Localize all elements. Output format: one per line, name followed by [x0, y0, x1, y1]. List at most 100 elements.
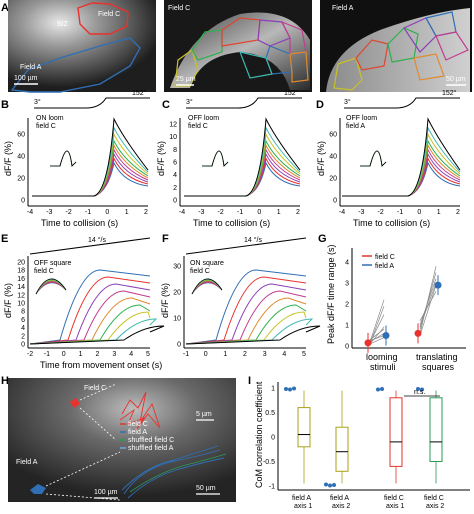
- c-ytick: 6: [173, 160, 177, 167]
- loom-inset-trace: [360, 150, 387, 167]
- panel-c-label-2: field C: [188, 123, 208, 130]
- d-xtick: -2: [378, 209, 384, 216]
- e-ytick: 20: [17, 260, 25, 267]
- paired-line-translating: [419, 282, 437, 328]
- e-ytick: 6: [21, 317, 25, 324]
- paired-line-looming: [369, 333, 385, 343]
- h-field-c-com-cluster: [70, 398, 80, 408]
- panel-i-yticks: 1 0.5 0 -0.5 -1: [263, 386, 275, 491]
- e-ytick: 14: [17, 284, 25, 291]
- overview-field-c-label: Field C: [98, 11, 120, 18]
- loom-start-angle-d: 3°: [344, 98, 351, 106]
- loom-inset-trace: [50, 150, 77, 167]
- field-a-correlation-point: [380, 386, 384, 391]
- i-cat-2-a: field A: [330, 495, 349, 502]
- e-ytick: 4: [21, 325, 25, 332]
- translation-response-trace: [185, 283, 307, 345]
- e-xtick: 0: [62, 351, 66, 358]
- d-ytick: 40: [329, 154, 337, 161]
- translation-stimulus-profile-e: [29, 237, 151, 255]
- h-legend: field C field A shuffled field C shuffle…: [120, 421, 174, 452]
- i-cat-1-b: axis 1: [294, 503, 312, 510]
- panel-c-label-1: OFF loom: [188, 115, 219, 122]
- loom-inset-trace: [202, 150, 229, 167]
- b-xtick: -4: [27, 209, 33, 216]
- loom-inset-trace: [202, 150, 229, 167]
- overview-micrograph: [8, 0, 156, 92]
- field-a-correlation-point: [328, 483, 332, 488]
- g-cat-looming-1: looming: [366, 352, 398, 362]
- i-cat-4-a: field C: [424, 495, 444, 502]
- loom-start-angle-b: 3°: [34, 98, 41, 106]
- paired-line-looming: [369, 337, 385, 345]
- b-xtick: -3: [46, 209, 52, 216]
- translation-response-trace: [185, 304, 307, 345]
- panel-e-speed: 14 °/s: [88, 236, 106, 244]
- panel-c-traces: [184, 117, 301, 197]
- field-a-correlation-point: [292, 386, 296, 391]
- panel-letter-i: I: [248, 375, 251, 387]
- translation-response-trace: [185, 325, 321, 345]
- panel-b: B 3° 152° ON loom field C -4 -3 -2 -1 0 …: [1, 89, 150, 228]
- panel-i: I 1 0.5 0 -0.5 -1 CoM correlation coeffi…: [248, 375, 470, 510]
- panel-b-yticks: 0 20 40 60: [17, 132, 25, 205]
- panel-f-speed: 14 °/s: [244, 236, 262, 244]
- f-xtick: 1: [223, 351, 227, 358]
- panel-letter-d: D: [316, 99, 324, 111]
- loom-response-trace: [184, 139, 301, 197]
- h-scale-5um-label: 5 µm: [196, 411, 212, 418]
- panel-e-yticks: 0 2 4 6 8 10 12 14 16 18 20: [17, 260, 25, 349]
- h-field-a-com-cluster: [30, 484, 46, 494]
- loom-end-angle-d: 152°: [442, 89, 457, 97]
- e-xtick: 1: [79, 351, 83, 358]
- overview-field-a-label: Field A: [20, 64, 42, 71]
- panel-e-traces: [29, 269, 165, 345]
- field-c-scale-label: 25 µm: [176, 76, 196, 83]
- f-ytick: 0: [177, 342, 181, 349]
- panel-f-label-2: field C: [190, 268, 210, 275]
- d-ytick: 20: [329, 176, 337, 183]
- panel-i-data: [284, 386, 443, 488]
- d-ytick: 0: [333, 198, 337, 205]
- h-shuffled-trajectory: [129, 453, 227, 493]
- i-cat-1-a: field A: [292, 495, 311, 502]
- e-ytick: 8: [21, 309, 25, 316]
- c-ytick: 2: [173, 185, 177, 192]
- translation-stimulus-profile-f: [185, 237, 307, 255]
- panel-g-yticks: 0 1 2 3 4: [345, 260, 349, 351]
- translation-response-trace: [185, 269, 307, 345]
- loom-inset-trace: [360, 150, 387, 167]
- overview-scale-label: 100 µm: [14, 75, 38, 82]
- e-xtick: -1: [44, 351, 50, 358]
- f-xtick: 3: [263, 351, 267, 358]
- loom-response-trace: [32, 139, 149, 197]
- image-overview: SIZ Field C Field A 100 µm: [8, 0, 156, 93]
- f-xtick: 4: [282, 351, 286, 358]
- e-ytick: 16: [17, 276, 25, 283]
- h-scale-50um-label: 50 µm: [196, 485, 216, 492]
- siz-label: SIZ: [57, 21, 69, 28]
- loom-response-trace: [184, 132, 301, 197]
- loom-inset-trace: [50, 150, 77, 167]
- panel-c-yticks: 0 2 4 6 8 10 12: [169, 122, 177, 205]
- loom-inset-trace: [50, 150, 77, 167]
- loom-inset-trace: [360, 150, 387, 167]
- loom-stimulus-profile-b: [34, 97, 150, 109]
- e-xtick: 4: [129, 351, 133, 358]
- legend-field-a: field A: [375, 263, 394, 270]
- box-plot: [297, 407, 311, 448]
- c-ytick: 12: [169, 122, 177, 129]
- field-c-tissue: [170, 12, 310, 91]
- panel-i-ylabel: CoM correlation coefficient: [254, 381, 264, 488]
- b-xtick: 2: [144, 209, 148, 216]
- panel-b-xticks: -4 -3 -2 -1 0 1 2: [27, 209, 148, 216]
- panel-f-ylabel: dF/F (%): [160, 283, 170, 318]
- translation-response-trace: [29, 297, 151, 345]
- b-xtick: 1: [125, 209, 129, 216]
- panel-b-label-2: field C: [36, 123, 56, 130]
- loom-response-trace: [32, 152, 149, 197]
- panel-b-xlabel: Time to collision (s): [41, 218, 118, 228]
- field-a-correlation-point: [376, 387, 380, 392]
- e-ytick: 2: [21, 333, 25, 340]
- loom-stimulus-profile-c: [186, 97, 302, 109]
